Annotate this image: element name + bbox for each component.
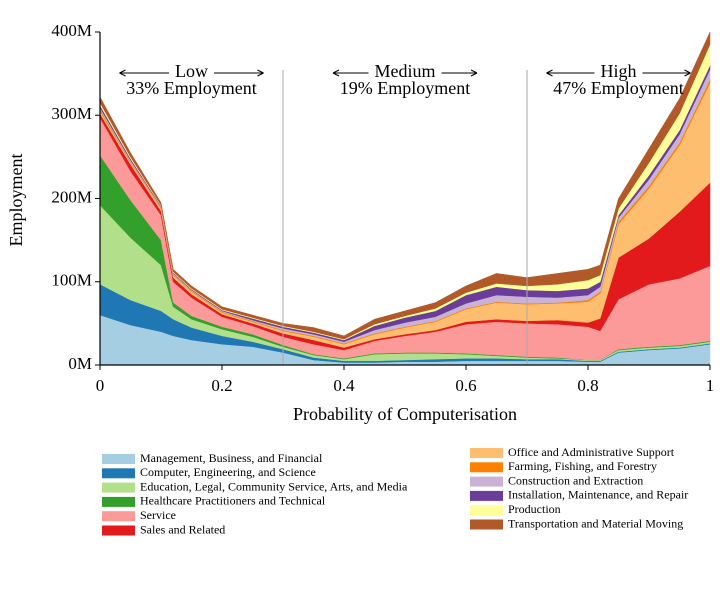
y-tick-label: 300M [51, 104, 92, 123]
legend-label: Sales and Related [140, 522, 225, 536]
y-tick-label: 400M [51, 21, 92, 40]
x-tick-label: 0 [96, 376, 105, 395]
legend-swatch [102, 496, 135, 507]
region-label: High [601, 61, 637, 81]
region-sublabel: 47% Employment [553, 78, 683, 98]
y-axis-title: Employment [6, 154, 26, 247]
legend-swatch [470, 519, 503, 530]
y-tick-label: 100M [51, 271, 92, 290]
legend-swatch [470, 505, 503, 516]
y-tick-label: 200M [51, 187, 92, 206]
legend-swatch [470, 462, 503, 473]
legend-swatch [470, 490, 503, 501]
legend-label: Farming, Fishing, and Forestry [508, 459, 657, 473]
legend-label: Computer, Engineering, and Science [140, 465, 316, 479]
legend-swatch [470, 476, 503, 487]
area [99, 31, 711, 340]
y-tick-label: 0M [68, 354, 92, 373]
x-axis-title: Probability of Computerisation [293, 404, 517, 424]
arrow-head [119, 69, 126, 77]
region-sublabel: 33% Employment [126, 78, 256, 98]
legend-label: Management, Business, and Financial [140, 451, 323, 465]
x-tick-label: 0.8 [577, 376, 598, 395]
legend-swatch [102, 482, 135, 493]
legend-label: Service [140, 508, 176, 522]
x-tick-label: 0.6 [455, 376, 476, 395]
x-tick-label: 1 [706, 376, 715, 395]
x-tick-label: 0.4 [333, 376, 355, 395]
arrow-head [546, 69, 553, 77]
region-label: Low [175, 61, 208, 81]
legend-label: Office and Administrative Support [508, 445, 675, 459]
legend-swatch [102, 525, 135, 536]
legend-label: Construction and Extraction [508, 473, 643, 487]
legend-label: Installation, Maintenance, and Repair [508, 488, 688, 502]
legend-swatch [470, 448, 503, 458]
region-sublabel: 19% Employment [340, 78, 470, 98]
legend-swatch [102, 454, 135, 464]
arrow-head [332, 69, 340, 77]
arrow-head [470, 69, 478, 77]
legend-label: Education, Legal, Community Service, Art… [140, 479, 408, 493]
legend-label: Healthcare Practitioners and Technical [140, 494, 326, 508]
legend-label: Production [508, 502, 561, 516]
arrow-head [684, 69, 691, 77]
region-label: Medium [375, 61, 436, 81]
arrow-head [257, 69, 264, 77]
legend-swatch [102, 468, 135, 479]
legend-swatch [102, 511, 135, 522]
legend-label: Transportation and Material Moving [508, 516, 683, 530]
x-tick-label: 0.2 [211, 376, 232, 395]
